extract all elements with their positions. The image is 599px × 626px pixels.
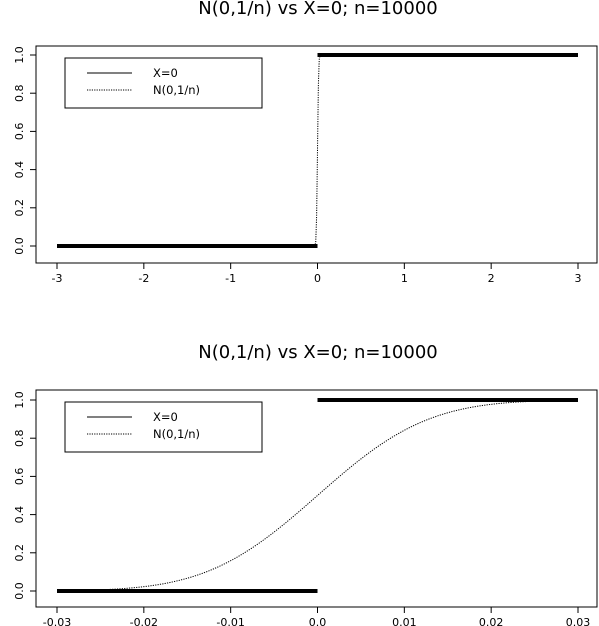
x-tick-label: 0.02 <box>479 616 504 626</box>
y-tick-label: 1.0 <box>13 46 26 64</box>
y-tick-label: 0.8 <box>13 429 26 447</box>
plot-frame <box>35 45 598 264</box>
y-tick-label: 0.4 <box>13 506 26 524</box>
y-tick-label: 0.8 <box>13 84 26 102</box>
y-tick-label: 0.6 <box>13 123 26 141</box>
x-tick-label: 0.0 <box>309 616 327 626</box>
x-tick-label: 0.01 <box>392 616 417 626</box>
x-tick-label: 0 <box>314 272 321 285</box>
y-tick-label: 0.6 <box>13 468 26 486</box>
x-tick-label: -2 <box>138 272 149 285</box>
chart-title: N(0,1/n) vs X=0; n=10000 <box>198 342 437 363</box>
x-tick-label: -0.02 <box>130 616 158 626</box>
legend-label: N(0,1/n) <box>153 83 200 97</box>
y-tick-label: 0.2 <box>13 199 26 217</box>
x-tick-label: -0.01 <box>216 616 244 626</box>
y-tick-label: 0.0 <box>13 237 26 255</box>
legend-box <box>64 57 263 109</box>
legend-box <box>64 401 263 453</box>
chart-panel-1: N(0,1/n) vs X=0; n=10000 -3 -2 -1 0 1 2 3 0.0 0.2… <box>13 0 598 285</box>
series-normal-cdf-line <box>56 399 579 592</box>
plot-frame <box>35 389 598 608</box>
x-tick-label: 0.03 <box>566 616 591 626</box>
legend-label: N(0,1/n) <box>153 427 200 441</box>
legend-label: X=0 <box>153 410 178 424</box>
x-tick-label: -1 <box>225 272 236 285</box>
x-tick-label: 3 <box>575 272 582 285</box>
y-tick-label: 0.0 <box>13 582 26 600</box>
x-tick-label: -3 <box>52 272 63 285</box>
chart-title: N(0,1/n) vs X=0; n=10000 <box>198 0 437 19</box>
series-normal-cdf-line <box>57 54 578 247</box>
y-tick-label: 1.0 <box>13 391 26 409</box>
y-tick-label: 0.4 <box>13 161 26 179</box>
legend-label: X=0 <box>153 66 178 80</box>
chart-panel-2: N(0,1/n) vs X=0; n=10000 -0.03 -0.02 -0.01 0… <box>13 342 598 626</box>
y-tick-label: 0.2 <box>13 544 26 562</box>
x-tick-label: -0.03 <box>43 616 71 626</box>
x-tick-label: 2 <box>488 272 495 285</box>
x-tick-label: 1 <box>401 272 408 285</box>
